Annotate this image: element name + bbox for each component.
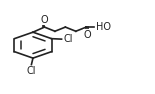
Text: Cl: Cl — [63, 34, 73, 44]
Text: O: O — [83, 30, 91, 40]
Text: O: O — [41, 15, 48, 25]
Text: HO: HO — [96, 22, 111, 32]
Text: Cl: Cl — [27, 66, 36, 76]
